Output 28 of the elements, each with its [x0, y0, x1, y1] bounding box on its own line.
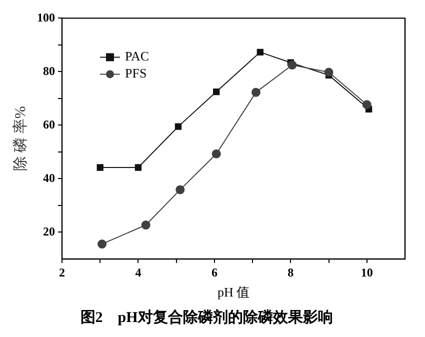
point: [324, 68, 334, 77]
y-tick-label: 40: [43, 170, 55, 185]
point: [251, 88, 260, 97]
point: [141, 220, 150, 230]
legend-label: PAC: [125, 48, 150, 64]
x-tick-label: 10: [360, 265, 373, 280]
legend-label: PFS: [125, 66, 147, 81]
point: [176, 185, 185, 194]
point: [96, 164, 104, 171]
point: [362, 100, 372, 110]
point: [256, 48, 264, 56]
y-tick-label: 60: [43, 117, 55, 132]
point: [212, 149, 221, 158]
x-tick-label: 2: [59, 265, 65, 280]
y-axis-title: 除 磷 率%: [12, 106, 29, 172]
text: 图2 pH对复合除磷剂的除磷效果影响: [80, 308, 333, 326]
y-tick-label: 20: [43, 224, 55, 238]
x-tick-label: 6: [211, 265, 218, 280]
x-tick-label: 4: [135, 265, 142, 280]
point: [213, 88, 220, 96]
x-tick-label: 8: [288, 265, 294, 280]
point: [98, 240, 107, 249]
point: [134, 164, 142, 171]
y-tick-label: 80: [43, 64, 55, 78]
x-axis-title: pH 值: [217, 284, 250, 300]
point: [174, 123, 182, 130]
y-tick-label: 100: [37, 10, 55, 24]
point: [288, 60, 297, 70]
